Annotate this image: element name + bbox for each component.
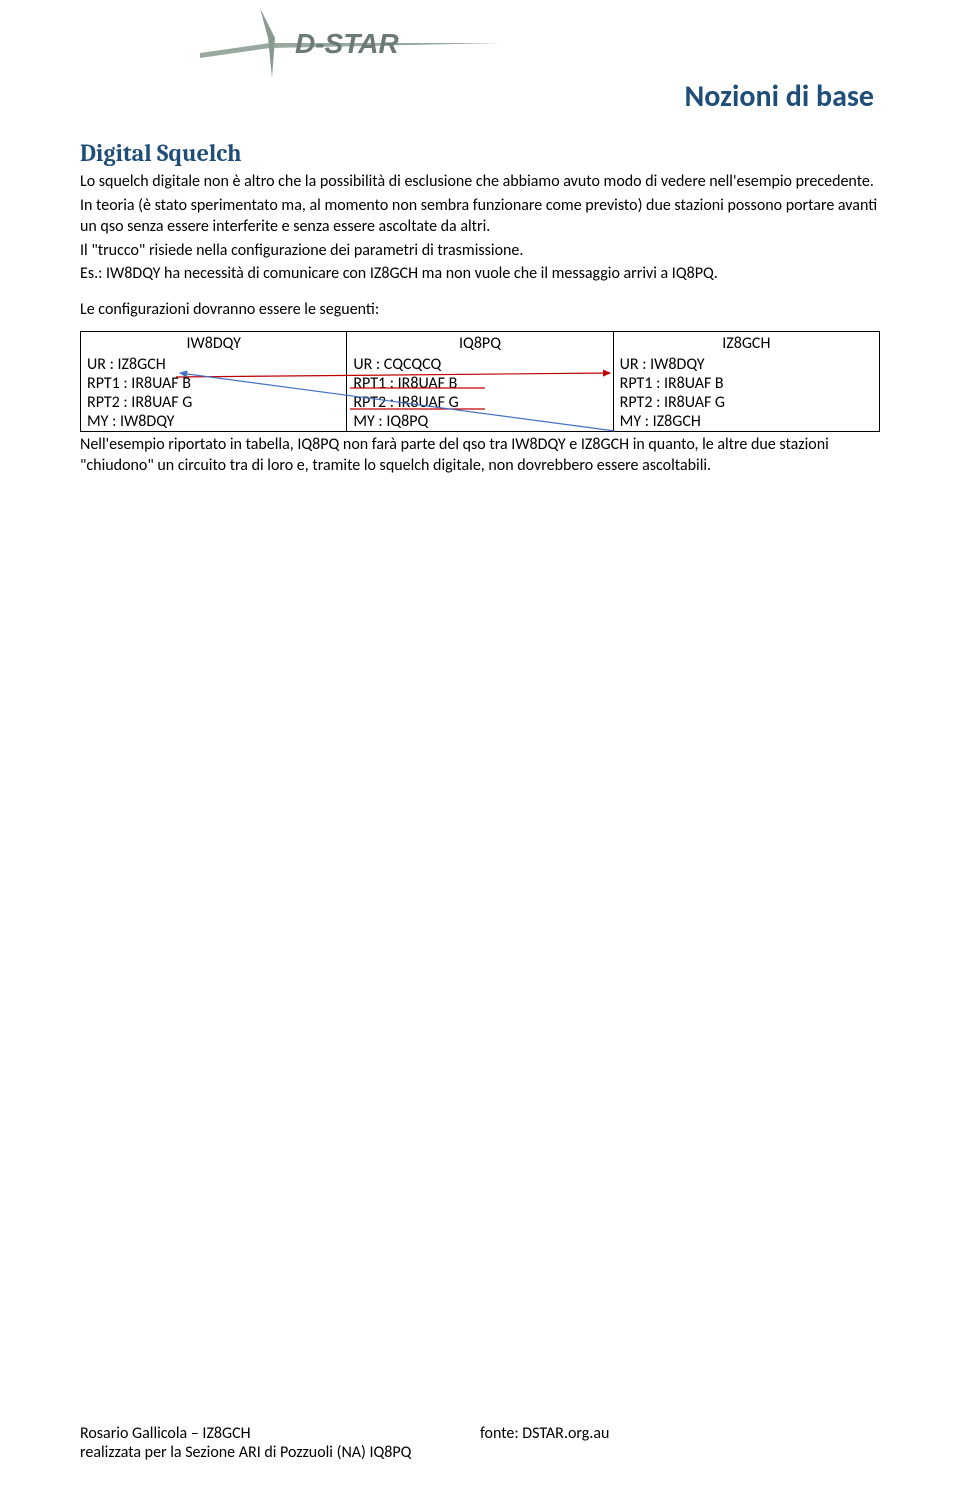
paragraph-4: Es.: IW8DQY ha necessità di comunicare c… [80, 263, 880, 285]
table-header: IW8DQY [81, 331, 347, 355]
table-cell: RPT1 : IR8UAF B [613, 374, 879, 393]
footer-org: realizzata per la Sezione ARI di Pozzuol… [80, 1443, 880, 1462]
paragraph-1: Lo squelch digitale non è altro che la p… [80, 171, 880, 193]
paragraph-2: In teoria (è stato sperimentato ma, al m… [80, 195, 880, 238]
section-title: Digital Squelch [80, 139, 880, 167]
table-header: IZ8GCH [613, 331, 879, 355]
table-cell: UR : CQCQCQ [347, 355, 613, 374]
table-cell: RPT1 : IR8UAF B [347, 374, 613, 393]
config-table: IW8DQY IQ8PQ IZ8GCH UR : IZ8GCH UR : CQC… [80, 331, 880, 432]
dstar-logo: D-STAR [200, 8, 520, 83]
paragraph-3: Il "trucco" risiede nella configurazione… [80, 240, 880, 262]
table-row: RPT1 : IR8UAF B RPT1 : IR8UAF B RPT1 : I… [81, 374, 880, 393]
table-cell: RPT2 : IR8UAF G [613, 393, 879, 412]
table-cell: MY : IZ8GCH [613, 412, 879, 432]
table-row: UR : IZ8GCH UR : CQCQCQ UR : IW8DQY [81, 355, 880, 374]
table-cell: UR : IW8DQY [613, 355, 879, 374]
table-cell: RPT2 : IR8UAF G [81, 393, 347, 412]
table-header: IQ8PQ [347, 331, 613, 355]
footer-source: fonte: DSTAR.org.au [480, 1424, 880, 1443]
table-cell: MY : IW8DQY [81, 412, 347, 432]
table-row: RPT2 : IR8UAF G RPT2 : IR8UAF G RPT2 : I… [81, 393, 880, 412]
table-cell: RPT2 : IR8UAF G [347, 393, 613, 412]
page-header-title: Nozioni di base [80, 78, 880, 115]
table-header-row: IW8DQY IQ8PQ IZ8GCH [81, 331, 880, 355]
table-cell: MY : IQ8PQ [347, 412, 613, 432]
table-cell: RPT1 : IR8UAF B [81, 374, 347, 393]
table-cell: UR : IZ8GCH [81, 355, 347, 374]
table-row: MY : IW8DQY MY : IQ8PQ MY : IZ8GCH [81, 412, 880, 432]
svg-text:D-STAR: D-STAR [295, 28, 399, 59]
page-footer: Rosario Gallicola – IZ8GCH fonte: DSTAR.… [80, 1424, 880, 1462]
footer-author: Rosario Gallicola – IZ8GCH [80, 1424, 480, 1443]
paragraph-5: Le configurazioni dovranno essere le seg… [80, 299, 880, 321]
post-table-text: Nell'esempio riportato in tabella, IQ8PQ… [80, 434, 880, 477]
